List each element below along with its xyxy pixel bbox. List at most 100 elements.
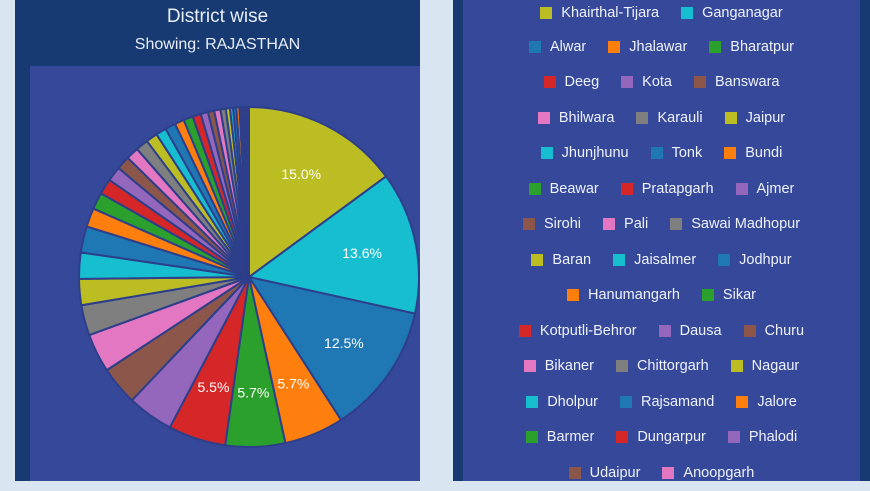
legend-item[interactable]: Phalodi <box>727 429 797 445</box>
legend-item[interactable]: Chittorgarh <box>615 358 709 374</box>
legend-item[interactable]: Jodhpur <box>718 252 792 268</box>
legend-label: Ajmer <box>756 180 795 197</box>
legend-item[interactable]: Dholpur <box>526 394 598 410</box>
legend-item[interactable]: Jalore <box>736 394 797 410</box>
legend-label: Jhunjhunu <box>561 145 629 162</box>
legend-item[interactable]: Bundi <box>724 145 782 161</box>
legend-item[interactable]: Bhilwara <box>537 110 614 126</box>
legend-item[interactable]: Pratapgarh <box>620 181 714 197</box>
legend-swatch <box>608 40 621 53</box>
legend-item[interactable]: Deeg <box>543 74 599 90</box>
pie-slice[interactable] <box>246 275 417 422</box>
legend-swatch <box>743 324 756 337</box>
legend-item[interactable]: Bharatpur <box>709 39 794 55</box>
legend-row: Baran Jaisalmer Jodhpur <box>463 242 860 278</box>
slice-data-label: 15.0% <box>281 166 321 182</box>
legend-swatch <box>531 253 544 266</box>
legend-item[interactable]: Churu <box>743 323 804 339</box>
legend-label: Ganganagar <box>702 4 783 21</box>
legend-swatch <box>636 111 649 124</box>
legend-row: Beawar Pratapgarh Ajmer <box>463 171 860 207</box>
legend-swatch <box>543 76 556 89</box>
legend-panel: Khairthal-Tijara Ganganagar Alwar Jhalawar B… <box>453 0 870 481</box>
legend-label: Pali <box>624 216 649 233</box>
legend-label: Nagaur <box>751 358 800 375</box>
legend-item[interactable]: Kotputli-Behror <box>518 322 637 339</box>
legend-item[interactable]: Dungarpur <box>616 429 706 445</box>
legend-label: Bundi <box>745 145 783 162</box>
legend-swatch <box>730 360 743 373</box>
legend-row: Khairthal-Tijara Ganganagar <box>463 0 860 29</box>
legend-swatch <box>518 324 531 337</box>
legend-item[interactable]: Sawai Madhopur <box>670 216 800 232</box>
legend-label: Khairthal-Tijara <box>561 4 660 21</box>
legend-label: Tonk <box>671 145 703 162</box>
pie-slice[interactable] <box>246 175 420 315</box>
legend-item[interactable]: Bikaner <box>523 358 594 374</box>
chart-panel: District wise Showing: RAJASTHAN 15.0% 13… <box>15 0 420 481</box>
legend-label: Jaisalmer <box>634 251 697 268</box>
legend-swatch <box>540 147 553 160</box>
legend-swatch <box>613 253 626 266</box>
legend-label: Kotputli-Behror <box>539 322 637 339</box>
legend-item[interactable]: Beawar <box>528 181 599 197</box>
legend-item[interactable]: Ganganagar <box>681 5 783 21</box>
legend-label: Bharatpur <box>730 38 794 55</box>
legend-item[interactable]: Barmer <box>525 429 594 445</box>
legend-item[interactable]: Karauli <box>636 110 703 126</box>
pie-chart: 15.0% 13.6% 12.5% 5.7% 5.7% 5.5% <box>77 105 420 448</box>
legend: Khairthal-Tijara Ganganagar Alwar Jhalawar B… <box>463 0 860 481</box>
legend-item[interactable]: Sikar <box>701 287 756 304</box>
legend-item[interactable]: Banswara <box>694 74 780 91</box>
legend-swatch <box>658 324 671 337</box>
legend-item[interactable]: Kota <box>621 74 672 90</box>
legend-label: Sawai Madhopur <box>691 216 801 233</box>
legend-row: Barmer Dungarpur Phalodi <box>463 420 860 456</box>
legend-item[interactable]: Ajmer <box>735 180 795 197</box>
legend-swatch <box>522 218 535 231</box>
legend-label: Anoopgarh <box>683 464 755 481</box>
legend-item[interactable]: Khairthal-Tijara <box>540 5 659 21</box>
legend-row: Udaipur Anoopgarh <box>463 455 860 491</box>
legend-row: Bikaner Chittorgarh Nagaur <box>463 349 860 385</box>
chart-subtitle: Showing: RAJASTHAN <box>134 36 301 53</box>
legend-item[interactable]: Udaipur <box>568 465 640 481</box>
legend-item[interactable]: Hanumangarh <box>567 287 680 303</box>
pie-slice[interactable] <box>246 105 250 278</box>
legend-label: Dungarpur <box>637 429 706 446</box>
legend-label: Banswara <box>715 74 780 91</box>
legend-item[interactable]: Jhunjhunu <box>540 145 629 162</box>
legend-row: Jhunjhunu Tonk Bundi <box>463 136 860 172</box>
plot-area: 15.0% 13.6% 12.5% 5.7% 5.7% 5.5% <box>30 66 420 481</box>
legend-item[interactable]: Jhalawar <box>608 39 687 55</box>
legend-item[interactable]: Pali <box>603 216 648 232</box>
legend-label: Sikar <box>722 287 756 304</box>
legend-label: Rajsamand <box>640 393 715 410</box>
legend-swatch <box>718 253 731 266</box>
legend-swatch <box>724 111 737 124</box>
legend-item[interactable]: Dausa <box>658 323 722 339</box>
legend-item[interactable]: Jaisalmer <box>613 252 696 268</box>
legend-swatch <box>540 6 553 19</box>
legend-swatch <box>724 147 737 160</box>
legend-row: Hanumangarh Sikar <box>463 278 860 314</box>
legend-swatch <box>735 182 748 195</box>
slice-data-label: 13.6% <box>342 245 382 261</box>
legend-item[interactable]: Tonk <box>650 145 703 162</box>
legend-item[interactable]: Alwar <box>529 39 586 55</box>
legend-item[interactable]: Nagaur <box>730 358 800 375</box>
legend-item[interactable]: Sirohi <box>522 216 581 232</box>
legend-label: Alwar <box>550 38 587 55</box>
legend-item[interactable]: Baran <box>531 252 591 268</box>
legend-swatch <box>567 289 580 302</box>
slice-data-label: 12.5% <box>324 335 364 351</box>
legend-swatch <box>620 182 633 195</box>
legend-swatch <box>681 6 694 19</box>
legend-swatch <box>537 111 550 124</box>
legend-swatch <box>616 431 629 444</box>
pie-slice[interactable] <box>248 105 388 279</box>
legend-swatch <box>568 466 581 479</box>
legend-item[interactable]: Rajsamand <box>619 393 715 410</box>
legend-item[interactable]: Jaipur <box>724 110 785 126</box>
legend-item[interactable]: Anoopgarh <box>662 465 754 481</box>
